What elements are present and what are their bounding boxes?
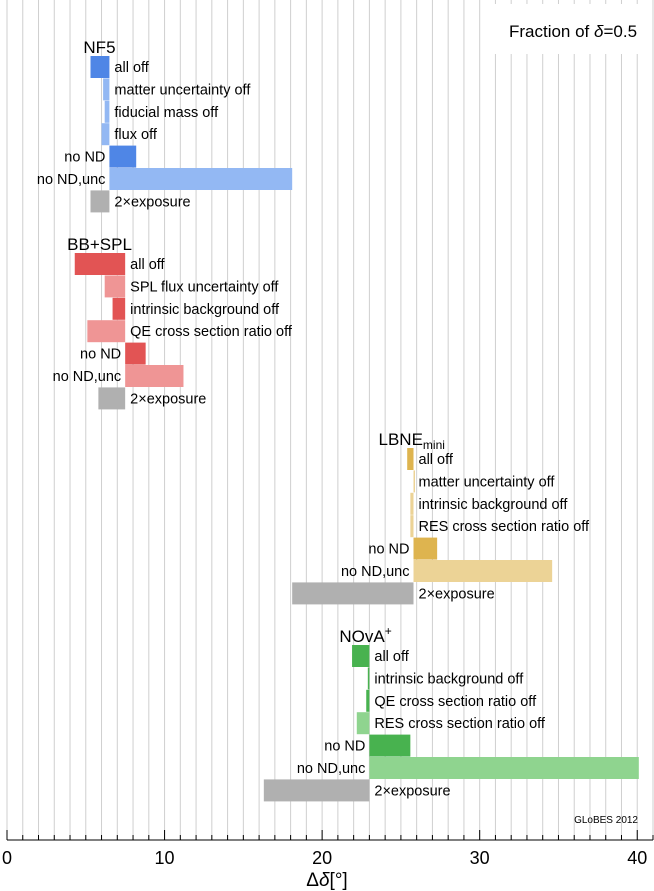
bar-label: RES cross section ratio off: [374, 716, 546, 732]
bar-lbne-6: [292, 582, 414, 605]
bar-nf5-6: [90, 190, 110, 213]
x-axis: 0 10 20 30 40: [2, 830, 654, 868]
chart-title: Fraction of δ=0.5: [509, 22, 637, 41]
bar-label: all off: [114, 60, 149, 76]
bar-nova-2: [366, 689, 370, 712]
bar-bb-spl-4: [125, 342, 146, 365]
bar-label: 2×exposure: [130, 391, 206, 407]
x-axis-label: Δδ[°]: [306, 870, 347, 891]
x-tick-label: 20: [312, 848, 332, 868]
bar-label: fiducial mass off: [114, 105, 219, 121]
x-tick-label: 30: [470, 848, 490, 868]
bar-nova-1: [367, 667, 370, 690]
bar-nova-5: [369, 757, 639, 779]
bar-lbne-2: [410, 492, 414, 515]
bar-label: 2×exposure: [419, 586, 495, 602]
group-name-nova: NOvA+: [339, 624, 391, 646]
x-tick-label: 0: [2, 848, 12, 868]
bar-label: no ND,unc: [37, 172, 106, 188]
bar-bb-spl-1: [104, 275, 126, 298]
group-name-nf5: NF5: [83, 38, 115, 57]
bar-label: all off: [419, 452, 454, 468]
x-tick-label: 10: [155, 848, 175, 868]
bar-label: matter uncertainty off: [419, 474, 556, 490]
bar-nf5-0: [90, 56, 110, 78]
bar-label: no ND: [64, 150, 105, 166]
bar-label: flux off: [114, 127, 157, 143]
bar-lbne-0: [407, 448, 414, 470]
bar-nf5-4: [109, 145, 137, 168]
bar-label: no ND: [324, 739, 365, 755]
minor-gridlines: [6, 0, 654, 840]
bar-label: intrinsic background off: [374, 671, 524, 687]
bar-label: QE cross section ratio off: [130, 324, 293, 340]
bar-nf5-2: [104, 100, 110, 123]
bar-label: no ND,unc: [341, 564, 410, 580]
bar-label: all off: [374, 649, 409, 665]
bar-marks: [74, 56, 639, 802]
bar-label: 2×exposure: [374, 783, 450, 799]
bar-label: intrinsic background off: [130, 302, 280, 318]
bar-lbne-4: [413, 537, 438, 560]
bar-bb-spl-0: [74, 253, 126, 275]
bar-label: SPL flux uncertainty off: [130, 279, 279, 295]
bar-nf5-5: [109, 168, 293, 190]
bar-label: QE cross section ratio off: [374, 694, 537, 710]
credit-label: GLoBES 2012: [574, 815, 638, 826]
bar-bb-spl-5: [125, 365, 184, 387]
group-name-bb-spl: BB+SPL: [67, 235, 132, 254]
bar-label: all off: [130, 257, 165, 273]
bar-lbne-1: [413, 470, 416, 493]
bar-nf5-3: [101, 123, 110, 146]
bar-bb-spl-2: [112, 297, 126, 320]
group-name-lbne: LBNEmini: [379, 430, 445, 452]
title-box: [490, 4, 650, 54]
bar-lbne-3: [410, 515, 414, 538]
bar-nf5-1: [103, 78, 110, 101]
bar-nova-4: [369, 734, 411, 757]
bar-label: no ND,unc: [53, 369, 122, 385]
bar-label: matter uncertainty off: [114, 82, 251, 98]
bar-lbne-5: [413, 560, 553, 582]
bar-nova-3: [356, 712, 370, 735]
bar-label: RES cross section ratio off: [419, 519, 591, 535]
bar-label: intrinsic background off: [419, 497, 569, 513]
bar-label: no ND: [368, 542, 409, 558]
bar-nova-6: [263, 779, 370, 802]
x-tick-label: 40: [627, 848, 647, 868]
bar-label: no ND: [80, 347, 121, 363]
bar-bb-spl-6: [98, 387, 126, 410]
bar-bb-spl-3: [87, 320, 126, 343]
bar-label: 2×exposure: [114, 194, 190, 210]
bar-labels: NF5 all off matter uncertainty off fiducial…: [37, 38, 590, 799]
bar-nova-0: [352, 645, 370, 667]
bar-label: no ND,unc: [297, 761, 366, 777]
